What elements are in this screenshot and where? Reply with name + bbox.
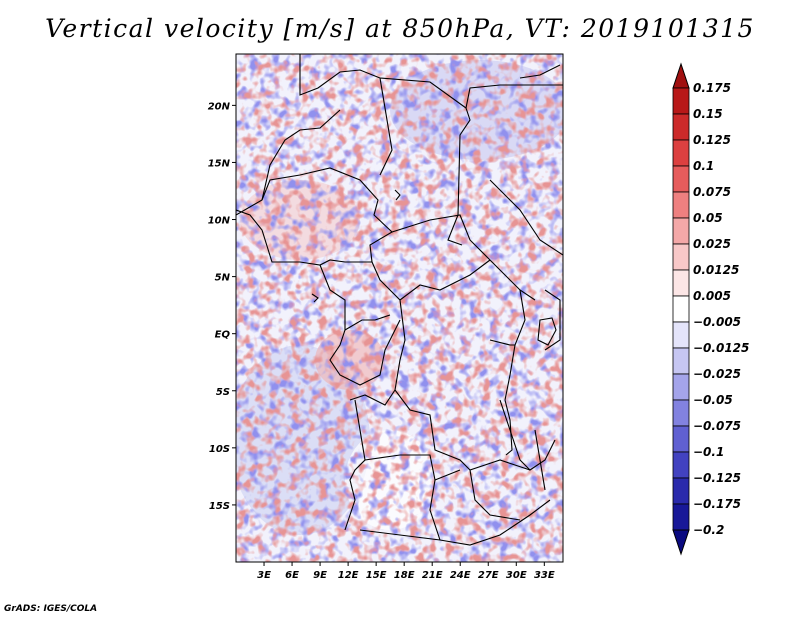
colorbar-label: −0.0125 bbox=[693, 341, 749, 355]
colorbar-label: 0.05 bbox=[693, 211, 723, 225]
colorbar-swatch bbox=[672, 295, 690, 323]
lon-label: 33E bbox=[534, 570, 555, 581]
colorbar-label: 0.125 bbox=[693, 133, 731, 147]
lakes bbox=[311, 189, 557, 491]
lat-label: 15S bbox=[209, 501, 230, 512]
lat-label: 15N bbox=[208, 158, 231, 169]
colorbar-swatch bbox=[672, 321, 690, 349]
lon-label: 3E bbox=[257, 570, 271, 581]
colorbar-swatch bbox=[672, 217, 690, 245]
velocity-field bbox=[236, 54, 563, 562]
lat-label: EQ bbox=[215, 330, 231, 341]
colorbar-swatch bbox=[672, 347, 690, 375]
lon-label: 30E bbox=[506, 570, 527, 581]
colorbar-label: −0.125 bbox=[693, 471, 741, 485]
colorbar-label: 0.075 bbox=[693, 185, 731, 199]
colorbar-swatch bbox=[672, 399, 690, 427]
lon-label: 24E bbox=[450, 570, 471, 581]
colorbar-label: −0.2 bbox=[693, 523, 724, 537]
colorbar-swatch bbox=[672, 425, 690, 453]
colorbar-swatch bbox=[672, 191, 690, 219]
colorbar-cap-bottom bbox=[672, 529, 690, 556]
colorbar-label: 0.1 bbox=[693, 159, 714, 173]
latitude-axis: 20N 15N 10N 5N EQ 5S 10S 15S bbox=[208, 101, 236, 512]
lat-label: 10S bbox=[209, 444, 230, 455]
colorbar-label: 0.175 bbox=[693, 81, 731, 95]
lat-label: 20N bbox=[208, 101, 231, 112]
colorbar-swatch bbox=[672, 243, 690, 271]
colorbar-swatch bbox=[672, 113, 690, 141]
colorbar-label: 0.15 bbox=[693, 107, 723, 121]
lat-label: 5S bbox=[216, 387, 230, 398]
colorbar-swatch bbox=[672, 87, 690, 115]
colorbar: 0.175 0.15 0.125 0.1 0.075 0.05 0.025 0.0125 0.0… bbox=[672, 62, 749, 556]
lon-label: 9E bbox=[313, 570, 327, 581]
colorbar-label: −0.005 bbox=[693, 315, 741, 329]
lon-label: 18E bbox=[394, 570, 415, 581]
colorbar-swatch bbox=[672, 373, 690, 401]
lon-label: 12E bbox=[338, 570, 359, 581]
colorbar-cap-top bbox=[672, 62, 690, 89]
colorbar-label: −0.025 bbox=[693, 367, 741, 381]
colorbar-swatch bbox=[672, 503, 690, 531]
colorbar-label: −0.175 bbox=[693, 497, 741, 511]
colorbar-label: −0.075 bbox=[693, 419, 741, 433]
chart-title: Vertical velocity [m/s] at 850hPa, VT: 2… bbox=[45, 14, 755, 43]
lat-label: 10N bbox=[208, 216, 231, 227]
colorbar-swatch bbox=[672, 269, 690, 297]
lon-label: 27E bbox=[478, 570, 499, 581]
longitude-axis: 3E 6E 9E 12E 15E 18E 21E 24E 27E 30E 33E bbox=[257, 562, 555, 581]
colorbar-label: 0.025 bbox=[693, 237, 731, 251]
lon-label: 6E bbox=[285, 570, 299, 581]
country-borders bbox=[236, 54, 563, 546]
colorbar-swatch bbox=[672, 477, 690, 505]
colorbar-swatch bbox=[672, 139, 690, 167]
colorbar-label: 0.0125 bbox=[693, 263, 739, 277]
lon-label: 15E bbox=[366, 570, 387, 581]
colorbar-label: 0.005 bbox=[693, 289, 731, 303]
map-frame bbox=[235, 53, 564, 563]
lat-label: 5N bbox=[215, 273, 231, 284]
colorbar-label: −0.05 bbox=[693, 393, 733, 407]
colorbar-swatch bbox=[672, 165, 690, 193]
colorbar-swatch bbox=[672, 451, 690, 479]
footer-credit: GrADS: IGES/COLA bbox=[4, 604, 98, 614]
colorbar-label: −0.1 bbox=[693, 445, 724, 459]
lon-label: 21E bbox=[422, 570, 443, 581]
